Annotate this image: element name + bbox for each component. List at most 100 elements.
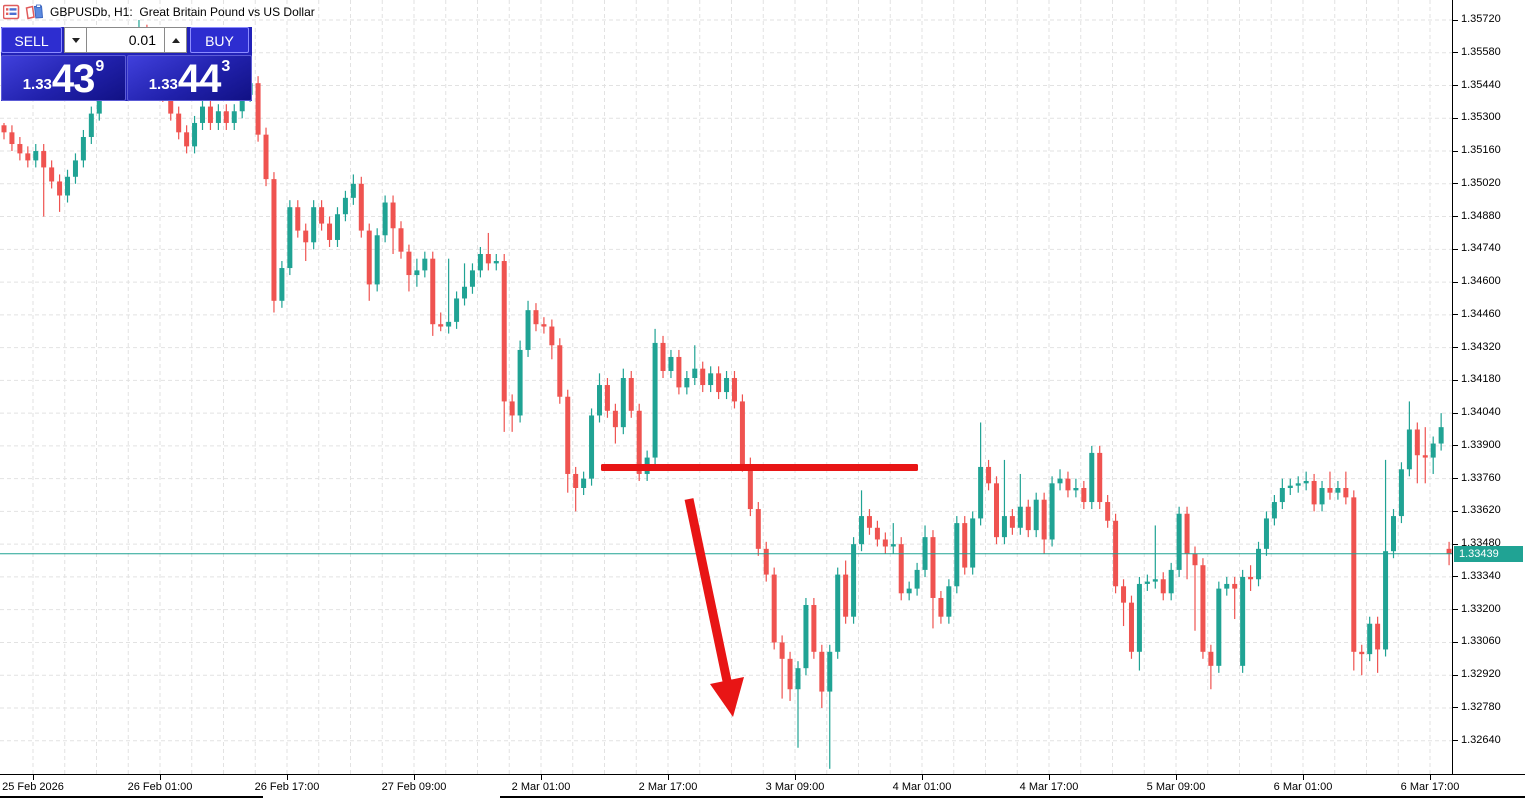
candlestick-chart-svg[interactable] [0, 0, 1452, 774]
candle-body [1105, 502, 1111, 521]
candle-body [620, 378, 626, 428]
buy-price-button[interactable]: 1.33 44 3 [127, 55, 252, 101]
time-tick-label: 26 Feb 01:00 [127, 781, 193, 793]
price-tick-label: 1.35020 [1461, 176, 1501, 189]
time-tick-label: 25 Feb 2026 [2, 781, 64, 793]
time-tick [1049, 775, 1050, 780]
candle-body [549, 326, 555, 346]
candle-body [311, 207, 317, 243]
candle-body [1168, 569, 1174, 594]
triangle-up-icon [171, 37, 180, 43]
volume-decrease-button[interactable] [64, 27, 87, 53]
candle-body [406, 251, 412, 276]
price-tick [1453, 347, 1458, 349]
volume-input[interactable]: 0.01 [87, 27, 164, 53]
candle-body [1232, 583, 1238, 589]
scrollbar-segment[interactable] [0, 796, 263, 798]
candle-body [1176, 513, 1182, 570]
candle-body [414, 270, 420, 276]
sell-price-prefix: 1.33 [22, 76, 52, 93]
candle-body [192, 122, 198, 147]
buy-price-prefix: 1.33 [148, 76, 178, 93]
candle-body [660, 342, 666, 371]
candle-body [795, 668, 801, 690]
quotes-list-icon[interactable] [3, 4, 20, 20]
candle-body [739, 401, 745, 465]
candle-body [1375, 623, 1381, 650]
price-tick-label: 1.35440 [1461, 78, 1501, 91]
candle-body [1295, 483, 1301, 486]
candle-body [1271, 502, 1277, 519]
price-axis[interactable]: 1.35720 1.35580 1.35440 1.35300 1.35160 1.350… [1452, 0, 1525, 774]
candle-body [1041, 499, 1047, 540]
down-arrow-head[interactable] [710, 677, 744, 717]
candle-body [636, 410, 642, 474]
annotations-layer[interactable] [601, 464, 918, 717]
time-tick-label: 2 Mar 01:00 [511, 781, 571, 793]
candle-body [604, 385, 610, 411]
resistance-trendline[interactable] [601, 464, 918, 471]
time-tick-label: 6 Mar 17:00 [1400, 781, 1460, 793]
candle-body [1414, 429, 1420, 456]
candle-body [263, 134, 269, 180]
price-tick [1453, 641, 1458, 643]
candle-body [358, 183, 364, 231]
sell-price-button[interactable]: 1.33 43 9 [1, 55, 126, 101]
candle-body [1057, 478, 1063, 484]
price-tick [1453, 412, 1458, 414]
candle-body [1152, 579, 1158, 582]
candle-body [890, 544, 896, 547]
price-tick-label: 1.34040 [1461, 406, 1501, 419]
candle-body [652, 342, 658, 458]
candle-body [1, 125, 7, 133]
candle-body [1351, 497, 1357, 652]
candle-body [866, 516, 872, 528]
candle-body [684, 378, 690, 388]
candle-body [366, 230, 372, 285]
candle-body [835, 574, 841, 652]
chart-plot-area[interactable] [0, 0, 1452, 774]
candle-body [882, 539, 888, 547]
candle-body [1367, 623, 1373, 655]
candle-body [803, 605, 809, 669]
candle-body [906, 588, 912, 594]
candle-body [1430, 443, 1436, 458]
scrollbar-segment[interactable] [500, 796, 1525, 798]
candle-body [692, 368, 698, 379]
candle-body [565, 396, 571, 474]
price-tick [1453, 150, 1458, 152]
candle-body [859, 516, 865, 545]
candle-body [1121, 586, 1127, 603]
candle-body [1359, 651, 1365, 655]
price-tick [1453, 314, 1458, 316]
candle-body [1248, 576, 1254, 580]
candle-body [1446, 548, 1452, 554]
candle-body [342, 197, 348, 215]
price-tick-label: 1.35720 [1461, 13, 1501, 25]
time-tick-label: 4 Mar 01:00 [892, 781, 952, 793]
candle-body [1160, 579, 1166, 594]
candle-body [374, 235, 380, 285]
candle-body [223, 111, 229, 123]
candle-body [811, 605, 817, 652]
volume-increase-button[interactable] [164, 27, 187, 53]
candle-body [509, 401, 515, 416]
chart-windows-icon[interactable] [25, 4, 45, 20]
candle-body [1335, 488, 1341, 493]
candle-body [843, 574, 849, 617]
candle-body [597, 385, 602, 416]
down-arrow-shaft[interactable] [684, 498, 732, 682]
candle-body [1343, 488, 1349, 498]
chart-title: GBPUSDb, H1: Great Britain Pound vs US D… [50, 5, 315, 19]
candle-body [589, 415, 595, 479]
price-tick-label: 1.33900 [1461, 438, 1501, 451]
time-tick [922, 775, 923, 780]
time-axis[interactable]: 25 Feb 2026 26 Feb 01:00 26 Feb 17:00 27 Fe… [0, 774, 1525, 797]
price-tick-label: 1.34320 [1461, 340, 1501, 353]
candle-body [1017, 506, 1023, 528]
sell-button[interactable]: SELL [1, 27, 62, 53]
candle-body [1089, 452, 1095, 503]
candle-body [398, 228, 404, 252]
buy-button[interactable]: BUY [190, 27, 249, 53]
candle-body [1319, 488, 1325, 505]
